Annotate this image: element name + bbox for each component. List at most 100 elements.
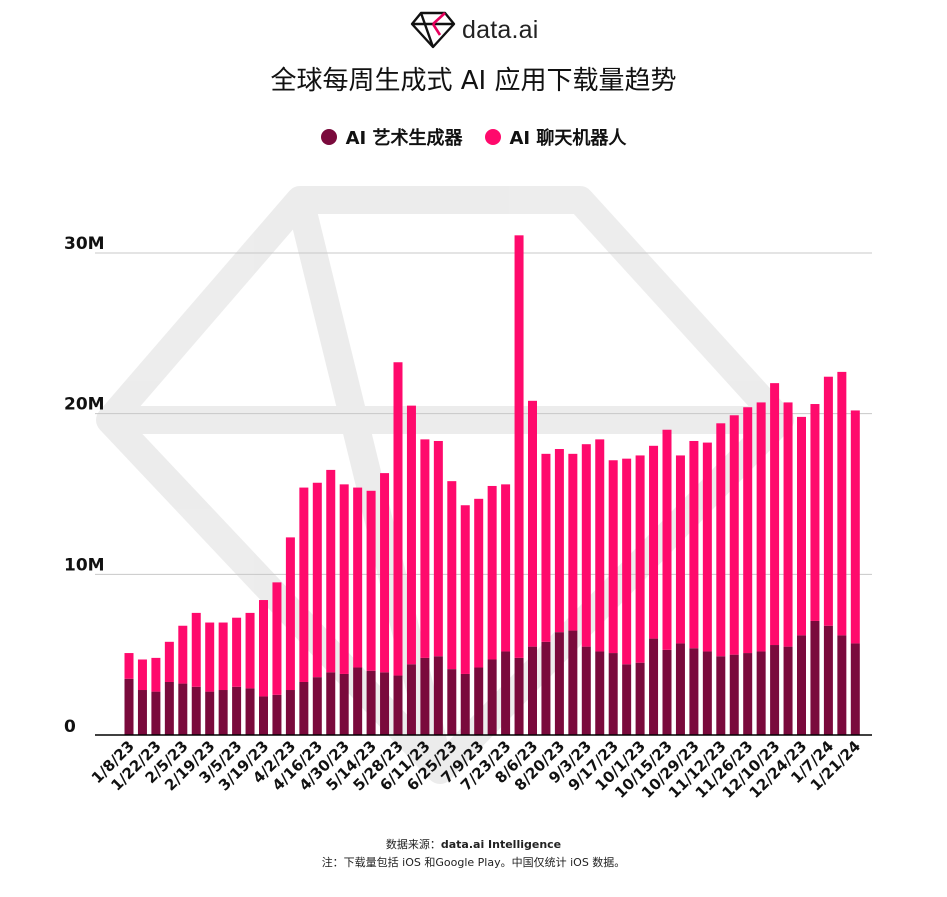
bar-segment-chat [353,487,363,668]
bar-segment-art [702,651,712,735]
bar-segment-chat [581,444,591,647]
bar-segment-chat [797,416,806,636]
bar-segment-art [675,643,685,735]
bar-segment-art [581,646,591,735]
bar-segment-chat [514,235,524,658]
bar-segment-art [245,688,255,735]
bar-segment-art [339,673,349,735]
bar-segment-chat [770,383,780,646]
y-tick-label: 20M [64,395,105,415]
bar-segment-chat [124,653,134,679]
y-tick-label: 30M [64,234,105,254]
bar-segment-chat [608,460,618,654]
bar-segment-art [595,651,605,735]
chart-legend: AI 艺术生成器 AI 聊天机器人 [0,124,947,150]
bar-segment-chat [528,400,537,647]
bar-segment-art [823,625,833,735]
footer-note: 注：下载量包括 iOS 和Google Play。中国仅统计 iOS 数据。 [321,856,626,869]
bar-segment-chat [460,505,470,674]
bar-segment-chat [366,490,376,671]
bar-segment-chat [810,404,820,621]
bar-segment-chat [837,371,847,636]
bar-segment-chat [393,362,403,676]
bar-segment-art [380,672,390,735]
bar-segment-art [285,690,295,735]
bar-segment-art [299,681,309,735]
bar-segment-art [326,672,336,735]
stacked-bar-chart: 010M20M30M1/8/231/22/232/5/232/19/233/5/… [64,186,872,802]
bar-segment-chat [743,407,753,654]
bar-segment-art [756,651,766,735]
bar-segment-chat [447,481,457,670]
bar-segment-art [164,681,174,735]
bar-segment-chat [487,485,497,660]
bar-segment-chat [259,600,268,697]
bar-segment-art [635,662,645,735]
legend-label-art: AI 艺术生成器 [345,128,463,149]
bar-segment-chat [501,484,511,652]
bar-segment-chat [151,657,161,692]
bar-segment-art [810,620,820,735]
bar-segment-art [420,657,430,735]
y-tick-label: 0 [64,717,76,737]
bar-segment-chat [474,498,484,668]
bar-segment-chat [339,484,349,674]
chart-title: 全球每周生成式 AI 应用下载量趋势 [270,66,677,96]
bar-segment-art [716,656,726,735]
bar-segment-art [178,683,188,735]
bar-segment-art [474,667,484,735]
bar-segment-chat [380,473,390,673]
bar-segment-art [406,664,416,735]
bar-segment-art [850,643,860,735]
bar-segment-chat [299,487,309,682]
bar-segment-art [191,686,201,735]
bar-segment-chat [595,439,605,652]
bar-segment-chat [568,453,578,631]
bar-segment-chat [541,453,551,642]
bar-segment-chat [783,402,793,647]
bar-segment-chat [406,405,416,665]
bar-segment-art [393,675,403,735]
bar-segment-art [649,638,659,735]
bar-segment-art [487,659,497,735]
bar-segment-art [124,678,134,735]
bar-segment-art [272,694,282,735]
bar-segment-chat [205,622,215,692]
bar-segment-chat [662,429,672,650]
bar-segment-chat [420,439,430,658]
source-value: data.ai Intelligence [440,838,562,851]
bar-segment-chat [245,612,255,689]
bar-segment-chat [272,582,282,695]
bar-segment-chat [716,423,726,657]
legend-swatch-art [320,129,337,145]
bar-segment-art [259,696,268,735]
bar-segment-art [353,667,363,735]
brand-logo: data.ai [410,8,538,52]
bar-segment-art [608,653,618,735]
bar-segment-chat [823,376,833,626]
bar-segment-art [514,657,524,735]
diamond-logo-icon [410,11,456,49]
legend-swatch-chat [484,129,501,145]
bar-segment-chat [312,482,322,678]
bar-segment-art [770,645,780,735]
bar-segment-chat [756,402,766,652]
legend-item-art: AI 艺术生成器 [320,124,463,150]
bar-segment-chat [326,469,336,673]
bar-segment-art [528,646,537,735]
bar-segment-art [837,635,847,735]
legend-label-chat: AI 聊天机器人 [509,128,627,149]
legend-item-chat: AI 聊天机器人 [484,124,627,150]
bar-segment-chat [675,455,685,644]
bar-segment-art [460,673,470,735]
bar-segment-chat [433,440,443,657]
bar-segment-art [232,686,242,735]
bar-segment-chat [232,617,242,687]
bar-segment-art [689,648,699,735]
brand-name: data.ai [462,15,539,44]
bar-segment-art [783,646,793,735]
bar-segment-chat [191,612,201,687]
bar-segment-art [622,664,632,735]
bar-segment-art [568,630,578,735]
source-label: 数据来源： [385,838,441,851]
